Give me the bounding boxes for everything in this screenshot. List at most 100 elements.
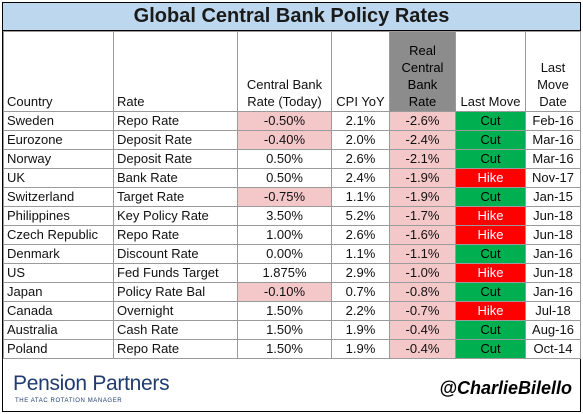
cell-country: Canada — [3, 301, 114, 321]
policy-rates-table: Country Rate Central Bank Rate (Today) C… — [3, 31, 581, 359]
cell-cb-rate: -0.75% — [237, 187, 332, 207]
header-cpi: CPI YoY — [331, 31, 390, 112]
table-row: US Fed Funds Target 1.875% 2.9% -1.0% Hike Jun… — [3, 263, 581, 283]
logo-name: Pension Partners — [13, 372, 170, 395]
table-row: Sweden Repo Rate -0.50% 2.1% -2.6% Cut Feb-16 — [3, 111, 581, 131]
cell-cb-rate: 0.50% — [237, 168, 332, 188]
cell-country: UK — [3, 168, 114, 188]
header-date-line: Move — [537, 77, 569, 92]
cell-real-rate: -2.4% — [389, 130, 456, 150]
cell-rate: Discount Rate — [113, 244, 238, 264]
cell-last-move-date: Jan-15 — [525, 187, 581, 207]
table-row: Japan Policy Rate Bal -0.10% 0.7% -0.8% Cut Ja… — [3, 282, 581, 302]
cell-rate: Cash Rate — [113, 320, 238, 340]
cell-country: US — [3, 263, 114, 283]
cell-last-move-date: Jan-16 — [525, 282, 581, 302]
cell-last-move-date: Jun-18 — [525, 206, 581, 226]
table-row: Norway Deposit Rate 0.50% 2.6% -2.1% Cut Mar-1… — [3, 149, 581, 169]
header-country: Country — [3, 31, 114, 112]
table-row: Denmark Discount Rate 0.00% 1.1% -1.1% Cut Jan… — [3, 244, 581, 264]
cell-rate: Fed Funds Target — [113, 263, 238, 283]
cell-real-rate: -0.8% — [389, 282, 456, 302]
cell-country: Eurozone — [3, 130, 114, 150]
cell-real-rate: -1.1% — [389, 244, 456, 264]
header-real-rate-line: Central — [401, 60, 444, 75]
cell-last-move: Hike — [455, 168, 526, 188]
header-last-move: Last Move — [455, 31, 526, 112]
cell-real-rate: -1.0% — [389, 263, 456, 283]
cell-rate: Repo Rate — [113, 339, 238, 359]
cell-cb-rate: 0.50% — [237, 149, 332, 169]
cell-cpi: 1.9% — [331, 320, 390, 340]
cell-last-move: Hike — [455, 206, 526, 226]
cell-last-move-date: Jun-18 — [525, 225, 581, 245]
header-last-move-date: Last Move Date — [525, 31, 581, 112]
author-handle: @CharlieBilello — [439, 378, 572, 398]
cell-cb-rate: -0.50% — [237, 111, 332, 131]
cell-last-move-date: Feb-16 — [525, 111, 581, 131]
header-real-rate-line: Rate — [408, 94, 437, 109]
cell-last-move: Cut — [455, 339, 526, 359]
header-real-rate: Real Central Bank Rate — [389, 31, 456, 112]
cell-rate: Repo Rate — [113, 111, 238, 131]
cell-last-move: Cut — [455, 282, 526, 302]
cell-cb-rate: 3.50% — [237, 206, 332, 226]
cell-cpi: 2.1% — [331, 111, 390, 131]
cell-cpi: 1.1% — [331, 187, 390, 207]
cell-cpi: 0.7% — [331, 282, 390, 302]
cell-country: Switzerland — [3, 187, 114, 207]
header-date-line: Last — [540, 60, 566, 75]
footer: Pension Partners THE ATAC ROTATION MANAG… — [3, 369, 580, 411]
cell-country: Japan — [3, 282, 114, 302]
cell-last-move: Cut — [455, 130, 526, 150]
table-row: UK Bank Rate 0.50% 2.4% -1.9% Hike Nov-17 — [3, 168, 581, 188]
cell-cb-rate: 1.50% — [237, 301, 332, 321]
cell-cb-rate: 1.50% — [237, 339, 332, 359]
cell-cb-rate: 1.875% — [237, 263, 332, 283]
cell-rate: Overnight — [113, 301, 238, 321]
cell-rate: Deposit Rate — [113, 149, 238, 169]
cell-country: Poland — [3, 339, 114, 359]
cell-cb-rate: -0.40% — [237, 130, 332, 150]
cell-cpi: 1.9% — [331, 339, 390, 359]
cell-country: Czech Republic — [3, 225, 114, 245]
cell-real-rate: -2.6% — [389, 111, 456, 131]
cell-real-rate: -1.9% — [389, 168, 456, 188]
cell-cb-rate: 1.00% — [237, 225, 332, 245]
cell-cb-rate: 1.50% — [237, 320, 332, 340]
cell-last-move-date: Jul-18 — [525, 301, 581, 321]
header-cb-rate: Central Bank Rate (Today) — [237, 31, 332, 112]
cell-real-rate: -0.4% — [389, 339, 456, 359]
cell-real-rate: -1.7% — [389, 206, 456, 226]
header-real-rate-line: Real — [409, 43, 436, 58]
cell-rate: Deposit Rate — [113, 130, 238, 150]
cell-real-rate: -0.7% — [389, 301, 456, 321]
cell-real-rate: -2.1% — [389, 149, 456, 169]
cell-cpi: 2.0% — [331, 130, 390, 150]
cell-last-move: Hike — [455, 301, 526, 321]
cell-last-move-date: Aug-16 — [525, 320, 581, 340]
pension-partners-logo: Pension Partners THE ATAC ROTATION MANAG… — [13, 372, 173, 408]
cell-rate: Target Rate — [113, 187, 238, 207]
cell-cpi: 2.6% — [331, 149, 390, 169]
cell-last-move-date: Oct-14 — [525, 339, 581, 359]
cell-last-move: Cut — [455, 149, 526, 169]
cell-last-move-date: Nov-17 — [525, 168, 581, 188]
header-real-rate-line: Bank — [407, 77, 438, 92]
cell-last-move-date: Mar-16 — [525, 130, 581, 150]
cell-last-move: Cut — [455, 320, 526, 340]
cell-cpi: 2.4% — [331, 168, 390, 188]
cell-cb-rate: 0.00% — [237, 244, 332, 264]
cell-last-move: Hike — [455, 263, 526, 283]
cell-real-rate: -1.9% — [389, 187, 456, 207]
cell-country: Norway — [3, 149, 114, 169]
cell-rate: Bank Rate — [113, 168, 238, 188]
table-row: Canada Overnight 1.50% 2.2% -0.7% Hike Jul-18 — [3, 301, 581, 321]
cell-country: Australia — [3, 320, 114, 340]
cell-last-move-date: Jan-16 — [525, 244, 581, 264]
header-cb-rate-line: Rate (Today) — [247, 94, 322, 109]
cell-cpi: 1.1% — [331, 244, 390, 264]
cell-country: Sweden — [3, 111, 114, 131]
table-row: Poland Repo Rate 1.50% 1.9% -0.4% Cut Oct-14 — [3, 339, 581, 359]
cell-last-move-date: Mar-16 — [525, 149, 581, 169]
